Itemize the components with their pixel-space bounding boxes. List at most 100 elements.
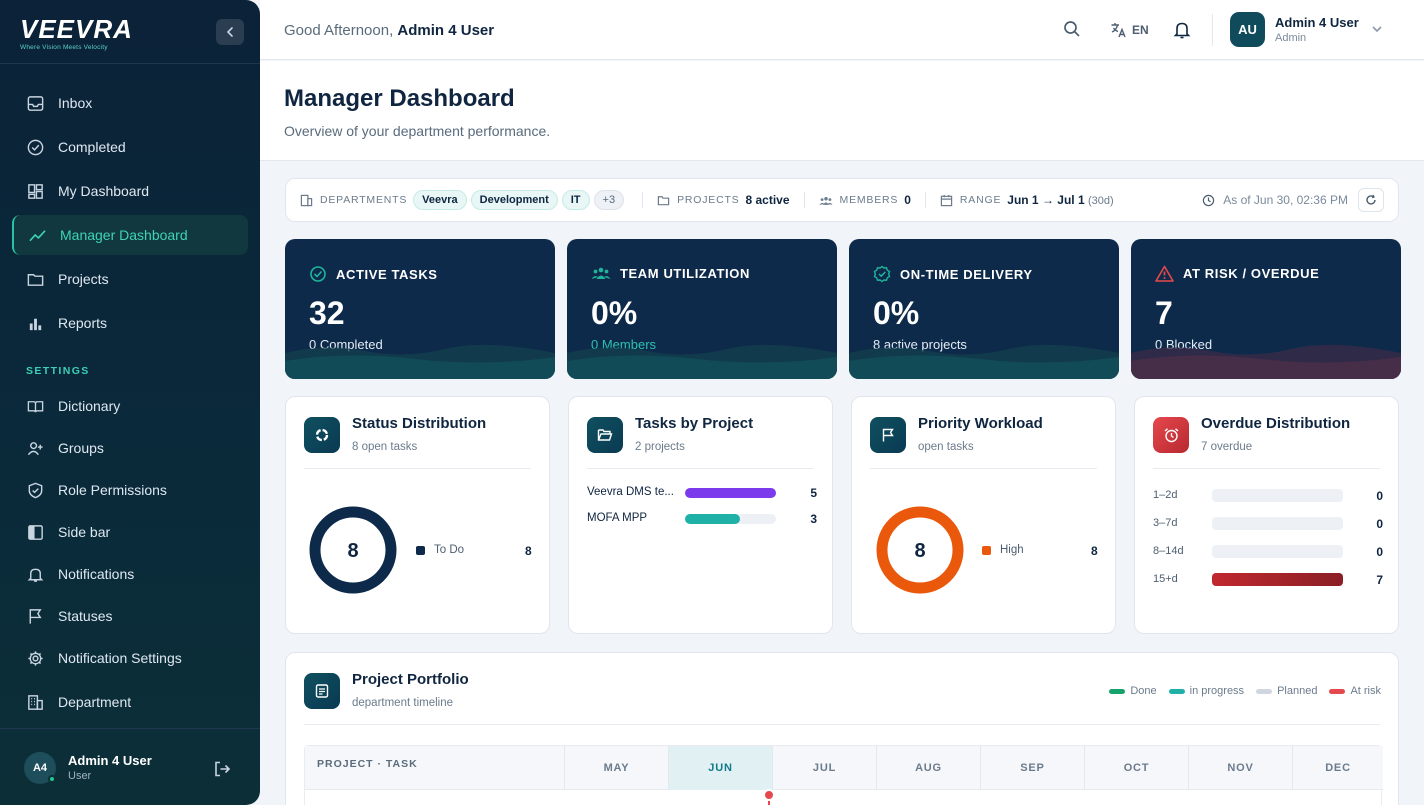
legend-label: High <box>1000 544 1024 556</box>
kpi-on-time-delivery[interactable]: ON-TIME DELIVERY 0% 8 active projects <box>849 239 1119 379</box>
flag-icon <box>29 608 42 624</box>
sidebar-item-reports[interactable]: Reports <box>12 303 248 343</box>
timeline-month-dec: DEC <box>1292 746 1383 790</box>
bar-track <box>685 514 776 524</box>
departments-label: DEPARTMENTS <box>320 194 408 206</box>
overdue-bar-row[interactable]: 8–14d 0 <box>1153 545 1383 561</box>
kpi-at-risk-overdue[interactable]: AT RISK / OVERDUE 7 0 Blocked <box>1131 239 1401 379</box>
sidebar-item-completed[interactable]: Completed <box>12 127 248 167</box>
language-switcher[interactable]: EN <box>1110 21 1149 39</box>
sidebar-item-notification-settings[interactable]: Notification Settings <box>12 638 248 678</box>
department-more-chip[interactable]: +3 <box>593 190 625 210</box>
status-donut-chart[interactable]: 8 <box>308 505 398 595</box>
sidebar-divider <box>0 63 260 64</box>
as-of-text: As of Jun 30, 02:36 PM <box>1223 193 1348 207</box>
legend-label: Planned <box>1277 685 1318 697</box>
sidebar-item-label: Completed <box>58 139 126 155</box>
range-days: (30d) <box>1087 195 1114 207</box>
sidebar-item-role-permissions[interactable]: Role Permissions <box>12 470 248 510</box>
logout-icon <box>215 761 231 777</box>
bar-value: 5 <box>810 486 817 500</box>
project-bar-row[interactable]: Veevra DMS te... 5 <box>587 486 817 502</box>
sidebar-item-side-bar[interactable]: Side bar <box>12 512 248 552</box>
timeline-month-may: MAY <box>564 746 668 790</box>
building-icon <box>300 194 313 206</box>
sidebar-item-notifications[interactable]: Notifications <box>12 554 248 594</box>
sidebar-item-dictionary[interactable]: Dictionary <box>12 386 248 426</box>
donut-slice-to-do[interactable] <box>309 506 397 594</box>
sidebar-item-projects[interactable]: Projects <box>12 259 248 299</box>
overdue-bar-row[interactable]: 15+d 7 <box>1153 573 1383 589</box>
settings-heading: SETTINGS <box>26 365 90 377</box>
sidebar-item-label: Dictionary <box>58 398 121 414</box>
sidebar: VEEVRA Where Vision Meets Velocity Inbox… <box>0 0 260 805</box>
range-filter[interactable]: RANGE Jun 1 → Jul 1 (30d) <box>940 193 1114 207</box>
avatar[interactable]: AU <box>1230 12 1265 47</box>
topbar-divider <box>1212 14 1213 46</box>
sidebar-item-groups[interactable]: Groups <box>12 428 248 468</box>
kpi-active-tasks[interactable]: ACTIVE TASKS 32 0 Completed <box>285 239 555 379</box>
sidebar-item-label: Groups <box>58 440 104 456</box>
legend-item: High <box>982 544 1024 556</box>
donut-center-value: 8 <box>347 540 358 562</box>
range-dates: Jun 1 → Jul 1 <box>1007 193 1085 207</box>
search-button[interactable] <box>1063 20 1081 43</box>
tasks-by-project-card: Tasks by Project 2 projects Veevra DMS t… <box>568 396 833 634</box>
refresh-button[interactable] <box>1358 188 1384 212</box>
departments-filter[interactable]: DEPARTMENTS Veevra Development IT +3 <box>300 190 628 210</box>
kpi-title: ACTIVE TASKS <box>336 266 438 282</box>
donut-slice-high[interactable] <box>876 506 964 594</box>
user-menu-toggle[interactable] <box>1370 22 1384 41</box>
kpi-header: TEAM UTILIZATION <box>591 265 750 281</box>
overdue-bar-row[interactable]: 3–7d 0 <box>1153 517 1383 533</box>
collapse-sidebar-button[interactable] <box>216 19 244 45</box>
sidebar-item-manager-dashboard[interactable]: Manager Dashboard <box>12 215 248 255</box>
kpi-value: 0% <box>591 295 638 331</box>
sidebar-item-label: Role Permissions <box>58 482 167 498</box>
priority-donut-chart[interactable]: 8 <box>875 505 965 595</box>
timeline-month-jun: JUN <box>668 746 772 790</box>
sidebar-item-statuses[interactable]: Statuses <box>12 596 248 636</box>
chevron-down-icon <box>1372 26 1382 33</box>
greeting-text: Good Afternoon, <box>284 22 394 39</box>
language-code: EN <box>1132 23 1149 37</box>
search-icon <box>1064 21 1080 37</box>
sidebar-item-department[interactable]: Department <box>12 682 248 722</box>
sidebar-item-label: Inbox <box>58 95 93 111</box>
legend-label: in progress <box>1189 685 1245 697</box>
legend-label: At risk <box>1350 685 1381 697</box>
brand-logo[interactable]: VEEVRA Where Vision Meets Velocity <box>20 14 133 51</box>
department-chip[interactable]: IT <box>561 190 590 210</box>
sidebar-item-inbox[interactable]: Inbox <box>12 83 248 123</box>
card-icon <box>304 673 340 709</box>
legend-label: To Do <box>434 544 465 556</box>
notifications-button[interactable] <box>1173 20 1191 45</box>
department-chip[interactable]: Veevra <box>413 190 467 210</box>
bar-track <box>1212 517 1343 530</box>
legend-item: To Do <box>416 544 464 556</box>
overdue-bar-row[interactable]: 1–2d 0 <box>1153 489 1383 505</box>
card-divider <box>304 724 1380 725</box>
document-icon <box>315 684 329 698</box>
book-icon <box>27 400 44 412</box>
flag-icon <box>882 428 894 442</box>
sidebar-item-my-dashboard[interactable]: My Dashboard <box>12 171 248 211</box>
legend-swatch <box>1329 688 1346 694</box>
avatar-initials: AU <box>1238 22 1257 37</box>
projects-filter[interactable]: PROJECTS 8 active <box>657 193 790 207</box>
logout-button[interactable] <box>212 759 232 784</box>
timeline-header: PROJECT · TASK MAY JUN JUL AUG SEP OCT NOV DEC <box>305 746 1383 790</box>
filter-bar: DEPARTMENTS Veevra Development IT +3 PRO… <box>285 178 1399 222</box>
topbar-user-name[interactable]: Admin 4 User <box>1275 15 1359 30</box>
timeline-month-jul: JUL <box>772 746 876 790</box>
avatar[interactable]: A4 <box>24 752 56 784</box>
refresh-icon <box>1366 194 1376 205</box>
badge-check-icon <box>873 265 891 283</box>
kpi-title: AT RISK / OVERDUE <box>1183 266 1320 281</box>
members-filter[interactable]: MEMBERS 0 <box>818 193 911 207</box>
greeting: Good Afternoon, Admin 4 User <box>284 22 494 39</box>
project-bar-row[interactable]: MOFA MPP 3 <box>587 512 817 528</box>
kpi-team-utilization[interactable]: TEAM UTILIZATION 0% 0 Members <box>567 239 837 379</box>
user-plus-icon <box>27 441 43 455</box>
department-chip[interactable]: Development <box>470 190 558 210</box>
